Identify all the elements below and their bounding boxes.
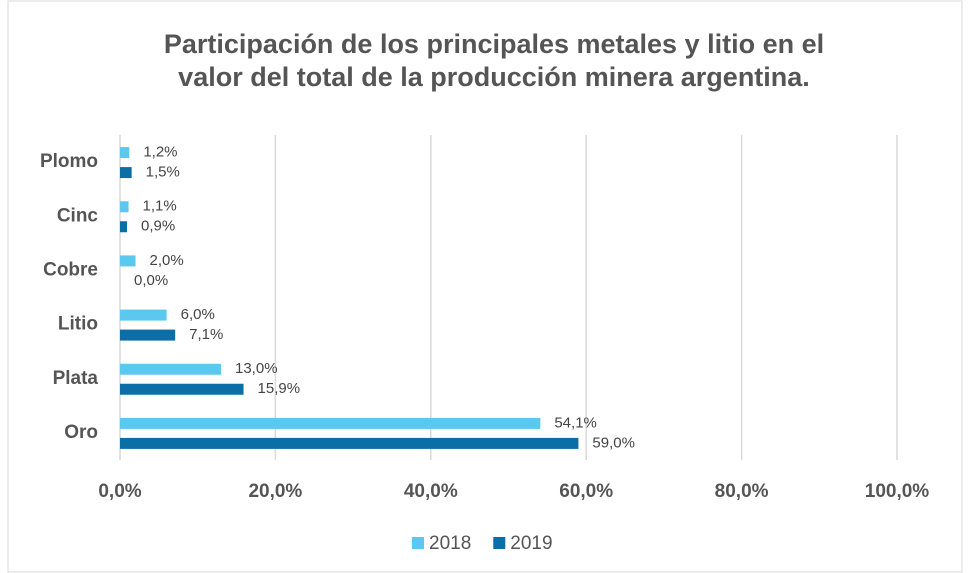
- x-tick-label: 80,0%: [715, 481, 769, 502]
- value-label: 54,1%: [554, 414, 597, 431]
- bar: [120, 309, 167, 321]
- value-label: 13,0%: [235, 360, 278, 377]
- value-label: 1,1%: [143, 198, 177, 215]
- bar: [120, 329, 176, 341]
- y-tick-label: Plomo: [40, 151, 98, 172]
- chart-frame: [7, 0, 963, 573]
- chart-title: Participación de los principales metales…: [164, 29, 824, 59]
- y-tick-label: Cinc: [57, 205, 99, 226]
- chart-title: valor del total de la producción minera …: [178, 62, 810, 92]
- bar: [120, 363, 222, 375]
- x-tick-label: 0,0%: [98, 481, 141, 502]
- legend-label: 2019: [510, 533, 552, 554]
- x-tick-label: 40,0%: [404, 481, 458, 502]
- value-label: 7,1%: [189, 326, 223, 343]
- x-tick-label: 20,0%: [248, 481, 302, 502]
- value-label: 1,2%: [143, 144, 177, 161]
- bar: [120, 147, 130, 159]
- value-label: 59,0%: [592, 434, 635, 451]
- value-label: 0,9%: [141, 218, 175, 235]
- bar: [120, 167, 132, 179]
- value-label: 1,5%: [146, 164, 180, 181]
- bar: [120, 383, 244, 395]
- bar: [120, 221, 127, 233]
- legend-swatch: [493, 537, 506, 549]
- value-label: 0,0%: [134, 272, 168, 289]
- bar: [120, 417, 541, 429]
- y-tick-label: Cobre: [43, 259, 98, 280]
- y-tick-label: Litio: [58, 314, 98, 335]
- legend-swatch: [412, 537, 424, 549]
- legend-label: 2018: [429, 533, 471, 554]
- value-label: 6,0%: [181, 306, 215, 323]
- x-tick-label: 60,0%: [559, 481, 613, 502]
- bar: [120, 437, 579, 449]
- bar: [120, 201, 129, 213]
- value-label: 15,9%: [258, 380, 301, 397]
- x-tick-label: 100,0%: [865, 481, 930, 502]
- y-tick-label: Oro: [64, 422, 98, 443]
- value-label: 2,0%: [150, 252, 184, 269]
- y-tick-label: Plata: [53, 368, 99, 389]
- bar: [120, 255, 136, 267]
